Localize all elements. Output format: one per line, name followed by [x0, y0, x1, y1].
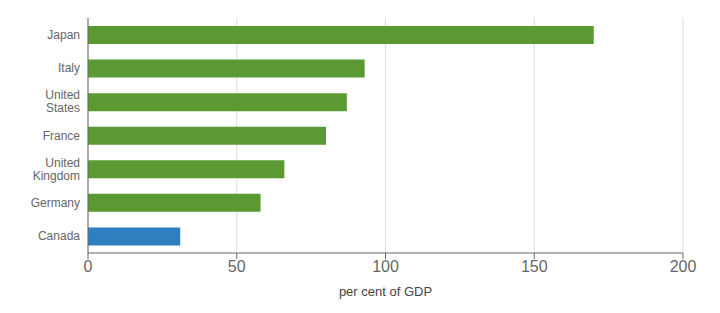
svg-text:Japan: Japan: [47, 28, 80, 42]
svg-text:50: 50: [228, 258, 246, 275]
svg-text:France: France: [43, 129, 81, 143]
svg-text:Canada: Canada: [38, 229, 80, 243]
svg-text:Germany: Germany: [31, 196, 80, 210]
svg-text:200: 200: [670, 258, 697, 275]
svg-text:0: 0: [84, 258, 93, 275]
svg-text:UnitedKingdom: UnitedKingdom: [33, 156, 80, 183]
svg-text:per cent of GDP: per cent of GDP: [339, 284, 432, 299]
svg-text:UnitedStates: UnitedStates: [45, 88, 80, 115]
svg-text:Italy: Italy: [58, 61, 80, 75]
svg-text:150: 150: [521, 258, 548, 275]
svg-text:100: 100: [372, 258, 399, 275]
